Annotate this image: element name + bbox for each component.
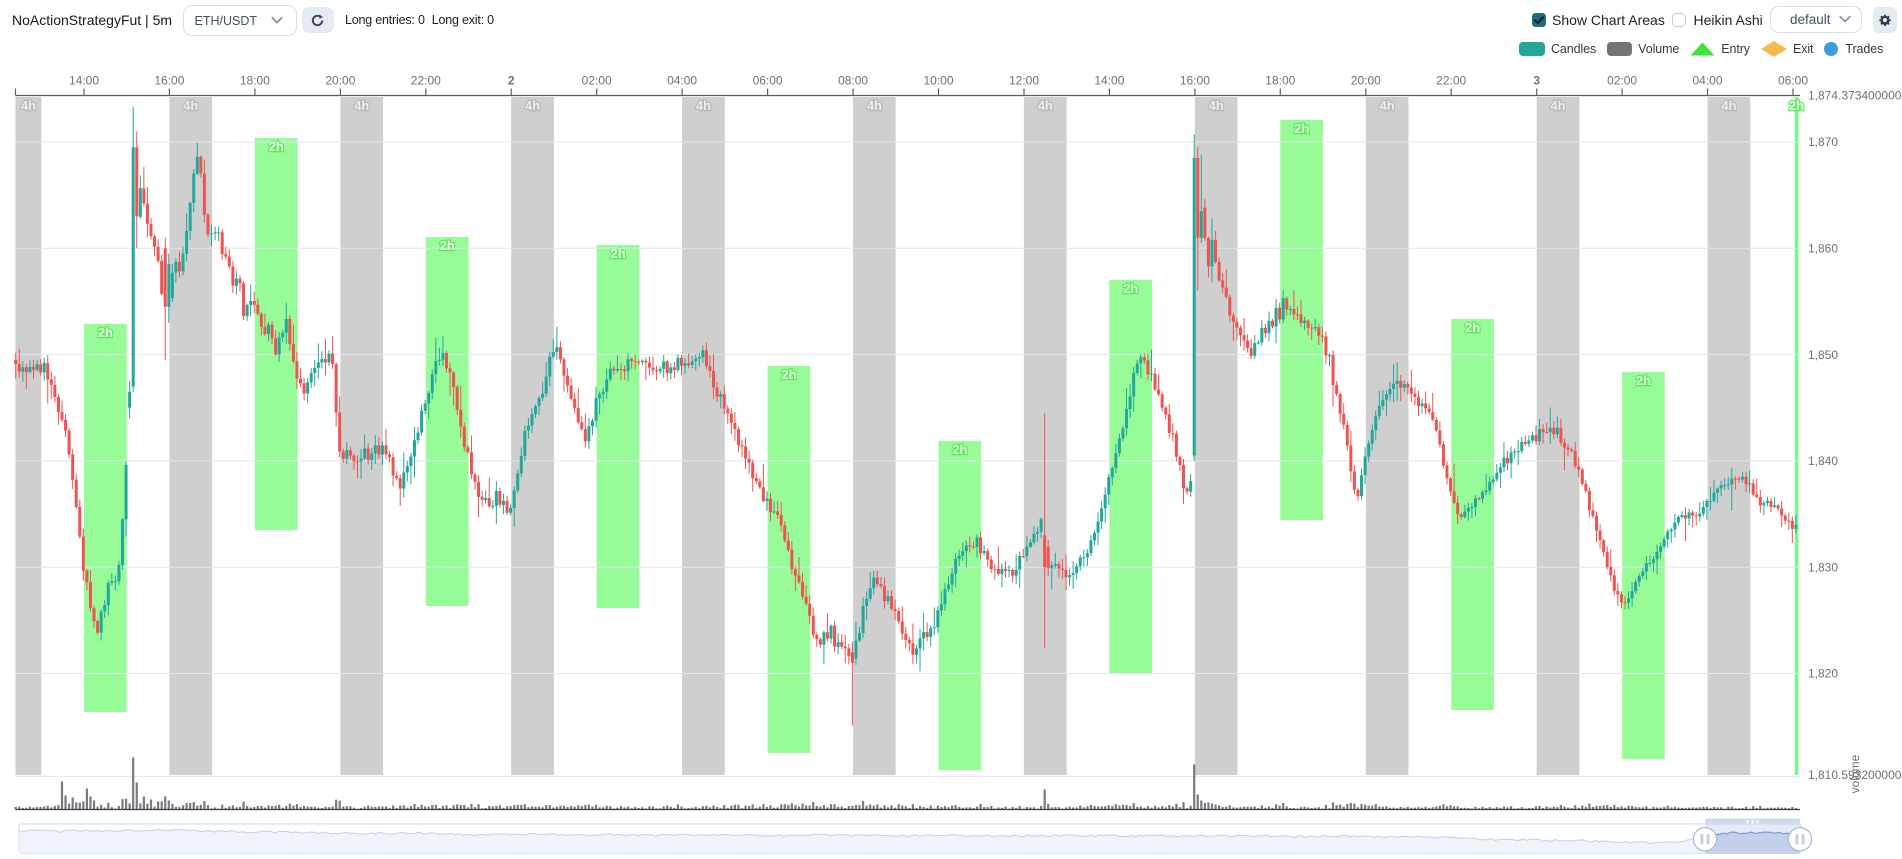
svg-text:16:00: 16:00 xyxy=(154,74,184,88)
svg-text:4h: 4h xyxy=(867,98,882,113)
svg-text:2h: 2h xyxy=(1636,373,1651,388)
svg-text:2h: 2h xyxy=(781,367,796,382)
svg-text:08:00: 08:00 xyxy=(838,74,868,88)
svg-text:4h: 4h xyxy=(354,98,369,113)
svg-text:2h: 2h xyxy=(1294,121,1309,136)
svg-text:2h: 2h xyxy=(269,139,284,154)
svg-text:2h: 2h xyxy=(1465,320,1480,335)
svg-text:1,860: 1,860 xyxy=(1808,242,1838,256)
svg-text:2h: 2h xyxy=(952,442,967,457)
svg-text:1,870: 1,870 xyxy=(1808,135,1838,149)
svg-text:4h: 4h xyxy=(696,98,711,113)
svg-text:2h: 2h xyxy=(1123,281,1138,296)
svg-text:14:00: 14:00 xyxy=(69,74,99,88)
svg-text:20:00: 20:00 xyxy=(325,74,355,88)
svg-text:1,820: 1,820 xyxy=(1808,667,1838,681)
svg-text:4h: 4h xyxy=(525,98,540,113)
svg-text:volume: volume xyxy=(1848,754,1862,793)
svg-text:4h: 4h xyxy=(1380,98,1395,113)
svg-text:10:00: 10:00 xyxy=(923,74,953,88)
svg-text:06:00: 06:00 xyxy=(1778,74,1808,88)
svg-text:2: 2 xyxy=(508,74,515,88)
svg-text:1,810.593200000: 1,810.593200000 xyxy=(1808,768,1902,782)
svg-text:02:00: 02:00 xyxy=(1607,74,1637,88)
svg-text:22:00: 22:00 xyxy=(411,74,441,88)
svg-text:1,874.373400000: 1,874.373400000 xyxy=(1808,89,1902,103)
svg-text:4h: 4h xyxy=(1038,98,1053,113)
svg-text:04:00: 04:00 xyxy=(667,74,697,88)
svg-text:2h: 2h xyxy=(611,246,626,261)
svg-text:18:00: 18:00 xyxy=(1265,74,1295,88)
svg-text:4h: 4h xyxy=(1721,98,1736,113)
svg-text:3: 3 xyxy=(1533,74,1540,88)
svg-text:2h: 2h xyxy=(1789,98,1804,113)
svg-text:4h: 4h xyxy=(1550,98,1565,113)
svg-text:04:00: 04:00 xyxy=(1692,74,1722,88)
svg-text:18:00: 18:00 xyxy=(240,74,270,88)
svg-text:1,840: 1,840 xyxy=(1808,454,1838,468)
svg-text:22:00: 22:00 xyxy=(1436,74,1466,88)
svg-text:1,850: 1,850 xyxy=(1808,348,1838,362)
svg-text:02:00: 02:00 xyxy=(582,74,612,88)
svg-text:14:00: 14:00 xyxy=(1094,74,1124,88)
svg-text:2h: 2h xyxy=(440,238,455,253)
svg-text:16:00: 16:00 xyxy=(1180,74,1210,88)
svg-text:20:00: 20:00 xyxy=(1351,74,1381,88)
svg-text:12:00: 12:00 xyxy=(1009,74,1039,88)
svg-text:4h: 4h xyxy=(1209,98,1224,113)
svg-text:06:00: 06:00 xyxy=(753,74,783,88)
svg-text:4h: 4h xyxy=(21,98,36,113)
svg-text:2h: 2h xyxy=(98,325,113,340)
svg-text:1,830: 1,830 xyxy=(1808,560,1838,574)
svg-text:4h: 4h xyxy=(183,98,198,113)
